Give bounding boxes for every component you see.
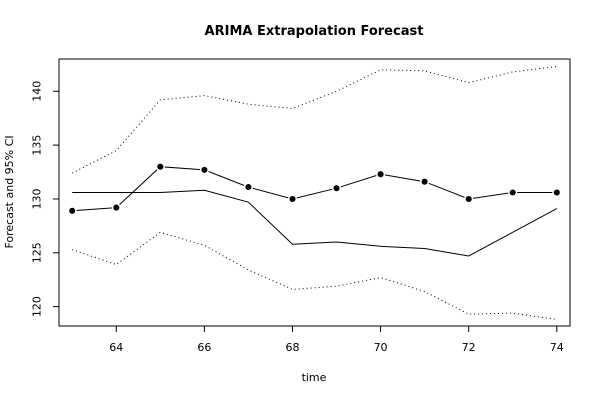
y-tick-label: 125: [30, 242, 43, 263]
x-tick-label: 70: [374, 341, 388, 354]
x-axis-label: time: [302, 371, 327, 384]
observed-point: [67, 206, 77, 216]
x-axis: 64 66 68 70 72 74: [109, 326, 564, 354]
upper-ci-series-line: [71, 66, 557, 174]
observed-point: [331, 183, 342, 193]
observed-point: [243, 182, 253, 192]
x-tick-label: 68: [285, 341, 299, 354]
y-tick-label: 140: [30, 81, 43, 102]
plot-area: [67, 66, 562, 320]
y-tick-label: 135: [31, 135, 44, 156]
y-tick-label: 130: [30, 189, 43, 210]
observed-point: [376, 169, 386, 179]
observed-point: [287, 194, 298, 204]
observed-point: [155, 162, 165, 172]
observed-point: [199, 165, 209, 175]
y-axis: 120 125 130 135 140: [30, 81, 59, 317]
observed-series-line: [72, 166, 557, 212]
forecast-series-line: [72, 189, 558, 257]
plot-frame: [58, 58, 571, 327]
observed-point: [464, 194, 474, 204]
x-tick-label: 64: [109, 341, 123, 354]
x-tick-label: 74: [550, 341, 564, 354]
observed-point: [508, 187, 518, 198]
y-tick-label: 120: [31, 296, 44, 317]
x-tick-label: 72: [462, 341, 476, 354]
lower-ci-series-line: [72, 231, 557, 320]
x-tick-label: 66: [197, 341, 211, 354]
observed-point: [552, 187, 562, 198]
observed-point: [111, 203, 121, 213]
chart-title: ARIMA Extrapolation Forecast: [205, 24, 424, 39]
y-axis-label: Forecast and 95% CI: [3, 135, 16, 248]
observed-point: [420, 177, 430, 187]
